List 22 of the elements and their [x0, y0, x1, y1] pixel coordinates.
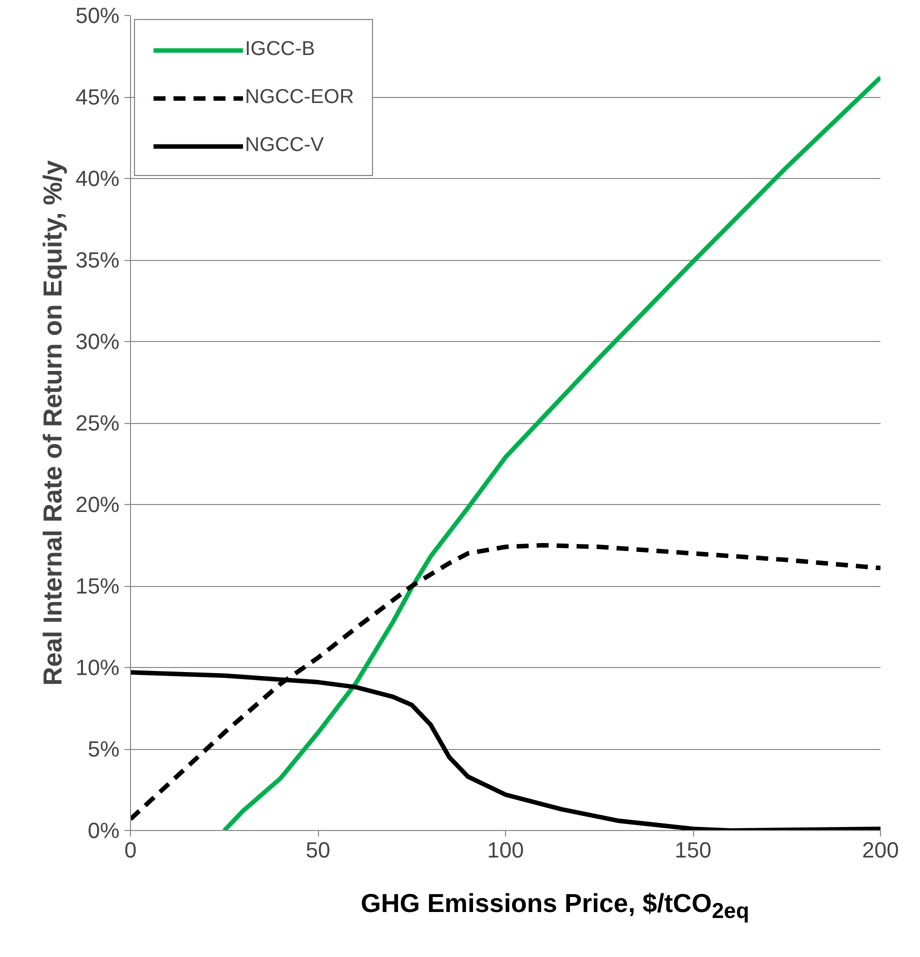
- y-tick-label: 15%: [75, 574, 120, 598]
- y-tick-label: 25%: [75, 410, 120, 436]
- x-tick-label: 200: [862, 838, 899, 862]
- x-tick-label: 150: [674, 838, 712, 862]
- y-tick-label: 35%: [75, 248, 120, 272]
- y-tick-label: 40%: [75, 166, 120, 191]
- y-tick-label: 0%: [88, 818, 120, 843]
- y-tick-label: 30%: [75, 329, 120, 354]
- legend-label: IGCC-B: [245, 38, 315, 61]
- y-tick-label: 10%: [75, 655, 120, 680]
- y-tick-label: 5%: [88, 736, 120, 762]
- x-tick-label: 0: [124, 838, 137, 862]
- x-tick-label: 100: [487, 838, 524, 862]
- x-axis-title: GHG Emissions Price, $/tCO$_{2eq}$: [360, 887, 750, 926]
- line-series: [222, 75, 880, 830]
- x-tick-label: 50: [306, 838, 330, 862]
- y-axis-title: Real Internal Rate of Return on Equity, %/y: [37, 160, 68, 686]
- y-tick-label: 20%: [75, 492, 120, 517]
- legend-label: NGCC-V: [245, 134, 324, 157]
- y-tick-label: 45%: [75, 84, 120, 110]
- y-tick-label: 50%: [75, 3, 120, 28]
- legend-label: NGCC-EOR: [245, 86, 354, 109]
